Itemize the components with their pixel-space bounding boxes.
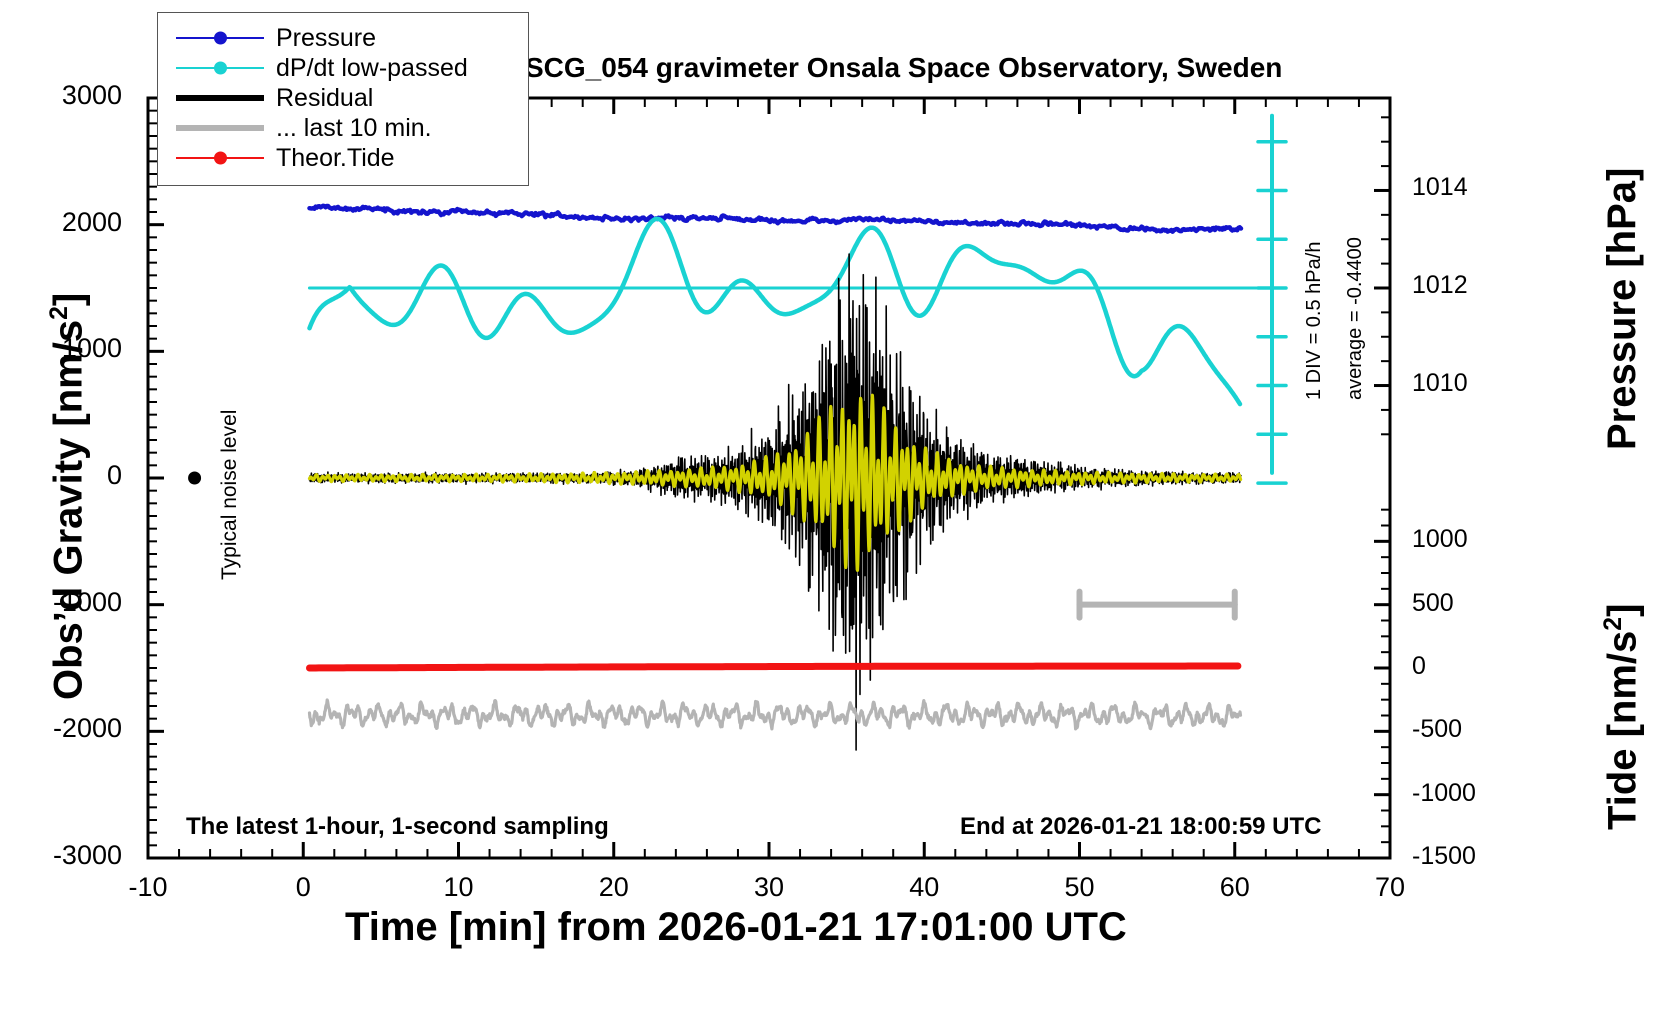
legend-entry-label: Pressure bbox=[276, 23, 377, 52]
legend-line-swatch bbox=[176, 125, 264, 131]
legend-entry-label: Theor.Tide bbox=[276, 143, 395, 172]
y-tick-label-left: 2000 bbox=[61, 206, 122, 237]
x-tick-label: 0 bbox=[295, 872, 311, 902]
typical-noise-level-label: Typical noise level bbox=[218, 409, 241, 580]
legend-line-swatch bbox=[176, 31, 264, 45]
legend-entry-label: ... last 10 min. bbox=[276, 113, 432, 142]
y-tick-label-right-tide: 500 bbox=[1412, 588, 1454, 617]
footer-sampling-note: The latest 1-hour, 1-second sampling bbox=[186, 813, 609, 840]
y-axis-right-tide-title: Tide [nm/s2] bbox=[1600, 603, 1645, 830]
series-residual bbox=[308, 253, 1242, 751]
y-tick-label-left: 3000 bbox=[61, 80, 122, 110]
y-axis-right-pressure-title: Pressure [hPa] bbox=[1600, 167, 1644, 450]
y-tick-label-right-tide: 1000 bbox=[1412, 525, 1468, 554]
legend-entry-label: dP/dt low-passed bbox=[276, 53, 468, 82]
x-tick-label: 10 bbox=[443, 872, 474, 902]
y-tick-label-right-pressure: 1010 bbox=[1412, 368, 1468, 397]
legend-entry-label: Residual bbox=[276, 83, 374, 112]
series-residual-filtered bbox=[307, 393, 1243, 572]
x-tick-label: 30 bbox=[753, 872, 785, 902]
x-tick-label: 50 bbox=[1064, 872, 1095, 902]
y-tick-label-right-tide: -1000 bbox=[1412, 778, 1476, 807]
legend: Pressure dP/dt low-passed Residual... last… bbox=[157, 12, 529, 186]
x-tick-label: 20 bbox=[598, 872, 629, 902]
x-tick-label: -10 bbox=[128, 872, 168, 902]
typical-noise-level-point bbox=[188, 471, 202, 485]
x-tick-label: 40 bbox=[909, 872, 940, 902]
series-theor-tide bbox=[306, 662, 1242, 672]
y-tick-label-right-tide: -1500 bbox=[1412, 842, 1476, 870]
legend-entry: Residual bbox=[176, 83, 528, 113]
x-axis-title: Time [min] from 2026-01-21 17:01:00 UTC bbox=[345, 905, 1127, 949]
y-tick-label-left: 1000 bbox=[61, 333, 122, 364]
y-tick-label-right-pressure: 1014 bbox=[1412, 173, 1468, 202]
footer-end-time: End at 2026-01-21 18:00:59 UTC bbox=[960, 813, 1322, 840]
x-tick-label: 70 bbox=[1374, 872, 1406, 902]
y-tick-label-right-tide: 0 bbox=[1412, 652, 1426, 680]
y-tick-label-left: -3000 bbox=[52, 840, 122, 870]
legend-entry: Theor.Tide bbox=[176, 143, 528, 173]
legend-line-swatch bbox=[176, 95, 264, 101]
series-last-10-min bbox=[307, 698, 1243, 731]
plot-title: SCG_054 gravimeter Onsala Space Observat… bbox=[525, 52, 1283, 83]
dpdt-average-label: average = -0.4400 bbox=[1344, 237, 1366, 400]
series-pressure bbox=[307, 203, 1244, 234]
legend-line-swatch bbox=[176, 61, 264, 75]
legend-marker-dot bbox=[214, 31, 227, 45]
y-tick-label-right-tide: -500 bbox=[1412, 715, 1463, 744]
y-tick-label-left: -1000 bbox=[52, 586, 122, 617]
y-tick-label-right-pressure: 1012 bbox=[1412, 271, 1468, 299]
legend-line-swatch bbox=[176, 151, 264, 165]
legend-marker-dot bbox=[214, 61, 227, 75]
dpdt-scale-label: 1 DIV = 0.5 hPa/h bbox=[1303, 241, 1325, 400]
legend-marker-dot bbox=[214, 151, 227, 165]
legend-entry: Pressure bbox=[176, 23, 528, 53]
legend-entry: dP/dt low-passed bbox=[176, 53, 528, 83]
legend-entry: ... last 10 min. bbox=[176, 113, 528, 143]
x-tick-label: 60 bbox=[1219, 872, 1250, 902]
series-dpdt-lowpassed bbox=[307, 216, 1243, 407]
y-tick-label-left: 0 bbox=[106, 460, 122, 490]
y-tick-label-left: -2000 bbox=[52, 713, 122, 744]
